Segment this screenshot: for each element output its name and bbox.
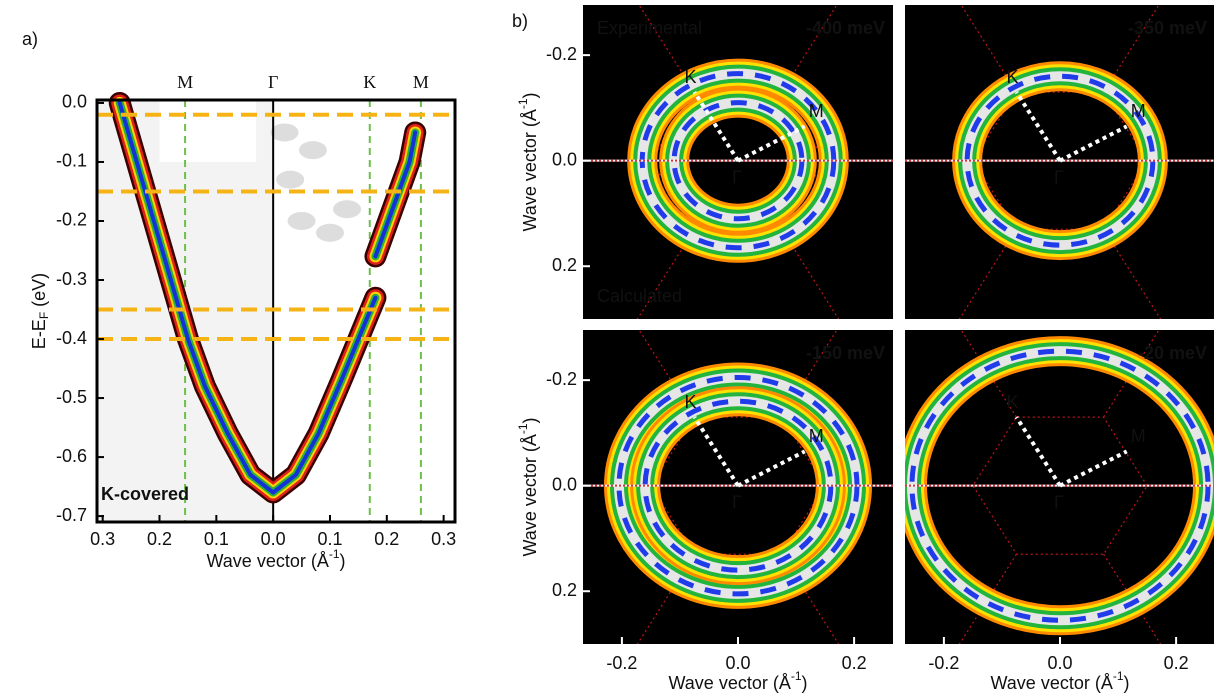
axis-label-part: Wave vector (Å <box>668 673 790 693</box>
axis-label: Wave vector (Å-1) <box>206 547 345 571</box>
x-tick-label: 0.0 <box>261 529 286 549</box>
axis-label: Wave vector (Å-1) <box>990 669 1129 693</box>
axis-label-part: F <box>37 312 51 319</box>
axis-label-part: Wave vector (Å <box>520 434 540 556</box>
point-label: K <box>1006 67 1018 87</box>
x-tick-label: 0.2 <box>842 653 867 673</box>
y-tick-label: 0.0 <box>552 149 577 169</box>
annotation: Experimental <box>597 18 702 38</box>
point-label: M <box>809 426 824 446</box>
energy-label: -350 meV <box>1128 18 1207 38</box>
annotation: Calculated <box>597 286 682 306</box>
path-line <box>692 416 740 487</box>
axis-label-part: Wave vector (Å <box>206 551 328 571</box>
axis-label-part: (eV) <box>29 273 49 312</box>
y-tick-label: 0.2 <box>552 255 577 275</box>
x-tick-label: -0.2 <box>606 653 637 673</box>
path-line <box>1014 416 1062 487</box>
y-tick-label: -0.5 <box>56 387 87 407</box>
y-tick-label: 0.0 <box>552 474 577 494</box>
x-tick-label: 0.3 <box>431 529 456 549</box>
y-tick-label: -0.2 <box>546 369 577 389</box>
y-tick-label: -0.1 <box>56 151 87 171</box>
axis-label-part: -1 <box>791 669 802 683</box>
axis-label-part: Wave vector (Å <box>990 673 1112 693</box>
shade <box>159 100 257 162</box>
energy-label: -20 meV <box>1138 343 1207 363</box>
axis-label-part: ) <box>1124 673 1130 693</box>
x-tick-label: 0.1 <box>204 529 229 549</box>
point-label: Γ <box>732 167 742 187</box>
path-line <box>692 91 740 162</box>
y-tick-label: -0.3 <box>56 269 87 289</box>
point-label: K <box>684 67 696 87</box>
axis-label-part: ) <box>802 673 808 693</box>
panel-label: b) <box>512 11 528 31</box>
shade <box>287 211 316 230</box>
axis-label-part: ) <box>520 417 540 423</box>
path-line <box>1014 91 1062 162</box>
point-label: Γ <box>732 492 742 512</box>
axis-label-part: ) <box>520 92 540 98</box>
shade <box>270 123 299 142</box>
y-tick-label: 0.2 <box>552 580 577 600</box>
y-tick-label: -0.2 <box>56 210 87 230</box>
map: K M Γ -150 meV <box>583 330 893 644</box>
axis-label: Wave vector (Å-1) <box>668 669 807 693</box>
point-label: M <box>1131 101 1146 121</box>
axis-label: E-EF (eV) <box>29 273 51 349</box>
energy-label: -150 meV <box>806 343 885 363</box>
x-tick-label: 0.1 <box>317 529 342 549</box>
axis-label-part: -1 <box>329 547 340 561</box>
shade <box>298 141 327 160</box>
point-label: Γ <box>1054 167 1064 187</box>
axis-label-part: -1 <box>516 98 530 109</box>
axis-label: Wave vector (Å-1) <box>516 417 540 556</box>
axis-label-part: Wave vector (Å <box>520 109 540 231</box>
point-label: K <box>684 392 696 412</box>
axis-label-part: E-E <box>29 319 49 349</box>
energy-label: -400 meV <box>806 18 885 38</box>
axis-label-part: -1 <box>516 423 530 434</box>
axis-label-part: ) <box>340 551 346 571</box>
x-tick-label: -0.2 <box>928 653 959 673</box>
y-tick-label: -0.6 <box>56 446 87 466</box>
map: K M Γ -400 meV Experimental Calculated <box>583 5 893 319</box>
x-tick-label: 0.2 <box>1164 653 1189 673</box>
x-tick-label: 0.0 <box>1047 653 1072 673</box>
band <box>117 100 418 495</box>
x-tick-label: 0.3 <box>90 529 115 549</box>
symmetry-label: M <box>177 72 193 92</box>
shade <box>276 170 305 189</box>
map: K M Γ -20 meV <box>905 330 1214 644</box>
shade <box>315 223 344 242</box>
point-label: M <box>809 101 824 121</box>
map: K M Γ -350 meV <box>905 5 1214 319</box>
point-label: K <box>1006 392 1018 412</box>
symmetry-label: K <box>363 72 376 92</box>
annotation: K-covered <box>101 484 189 504</box>
axis-label-part: -1 <box>1113 669 1124 683</box>
point-label: Γ <box>1054 492 1064 512</box>
x-tick-label: 0.2 <box>147 529 172 549</box>
point-label: M <box>1131 426 1146 446</box>
panel-label: a) <box>22 29 38 49</box>
y-tick-label: -0.4 <box>56 328 87 348</box>
shade <box>333 200 362 219</box>
x-tick-label: 0.0 <box>725 653 750 673</box>
x-tick-label: 0.2 <box>374 529 399 549</box>
y-tick-label: 0.0 <box>62 92 87 112</box>
axis-label: Wave vector (Å-1) <box>516 92 540 231</box>
frame <box>95 98 457 524</box>
symmetry-label: Γ <box>268 72 278 92</box>
symmetry-label: M <box>413 72 429 92</box>
y-tick-label: -0.7 <box>56 505 87 525</box>
y-tick-label: -0.2 <box>546 44 577 64</box>
